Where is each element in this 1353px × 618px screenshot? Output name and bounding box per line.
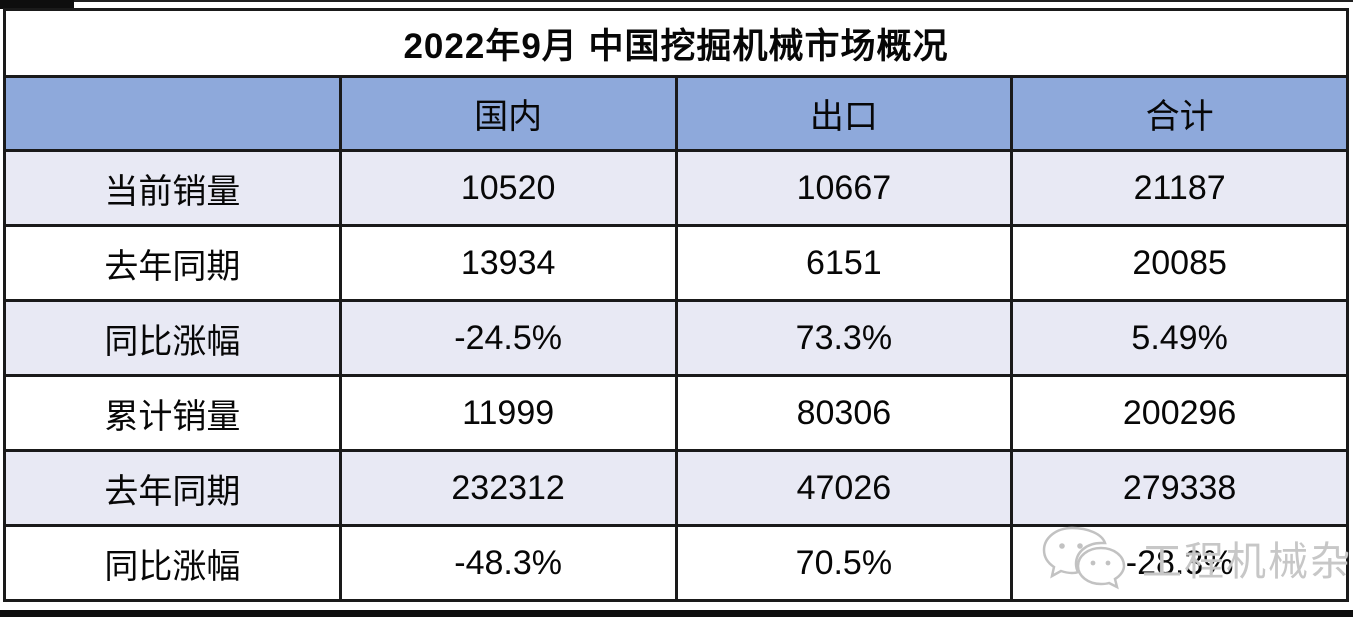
- cell-value: 13934: [338, 224, 678, 302]
- header-export: 出口: [674, 75, 1014, 152]
- cell-value: 200296: [1010, 374, 1349, 452]
- header-domestic: 国内: [338, 75, 678, 152]
- cell-value: 47026: [674, 449, 1014, 527]
- cell-value: -48.3%: [338, 524, 678, 602]
- table-row-current-sales: 当前销量 10520 10667 21187: [3, 149, 1349, 227]
- cell-value: 20085: [1010, 224, 1349, 302]
- row-label: 去年同期: [3, 224, 342, 302]
- cell-value: 73.3%: [674, 299, 1014, 377]
- cell-value: -24.5%: [338, 299, 678, 377]
- row-label: 当前销量: [3, 149, 342, 227]
- table-row-cumulative-yoy-change: 同比涨幅 -48.3% 70.5% -28.3%: [3, 524, 1349, 602]
- cell-value: 5.49%: [1010, 299, 1349, 377]
- header-row: 国内 出口 合计: [3, 75, 1349, 152]
- table-row-cumulative-sales: 累计销量 11999 80306 200296: [3, 374, 1349, 452]
- cell-value: 279338: [1010, 449, 1349, 527]
- table-row-yoy-change: 同比涨幅 -24.5% 73.3% 5.49%: [3, 299, 1349, 377]
- row-label: 去年同期: [3, 449, 342, 527]
- table-title: 2022年9月 中国挖掘机械市场概况: [3, 8, 1349, 78]
- table-row-last-year-cumulative: 去年同期 232312 47026 279338: [3, 449, 1349, 527]
- header-blank-cell: [3, 75, 342, 152]
- cell-value: 232312: [338, 449, 678, 527]
- cell-value: -28.3%: [1010, 524, 1349, 602]
- row-label: 同比涨幅: [3, 299, 342, 377]
- cell-value: 80306: [674, 374, 1014, 452]
- row-label: 同比涨幅: [3, 524, 342, 602]
- table-row-last-year-same-period: 去年同期 13934 6151 20085: [3, 224, 1349, 302]
- bottom-border-bar: [0, 610, 1353, 617]
- row-label: 累计销量: [3, 374, 342, 452]
- top-left-notch: [0, 0, 74, 9]
- header-total: 合计: [1010, 75, 1349, 152]
- cell-value: 70.5%: [674, 524, 1014, 602]
- top-border-line: [0, 0, 1353, 2]
- cell-value: 10520: [338, 149, 678, 227]
- cell-value: 21187: [1010, 149, 1349, 227]
- cell-value: 10667: [674, 149, 1014, 227]
- cell-value: 6151: [674, 224, 1014, 302]
- title-row: 2022年9月 中国挖掘机械市场概况: [3, 8, 1349, 78]
- cell-value: 11999: [338, 374, 678, 452]
- market-overview-table: 2022年9月 中国挖掘机械市场概况 国内 出口 合计 当前销量 10520 1…: [3, 8, 1349, 602]
